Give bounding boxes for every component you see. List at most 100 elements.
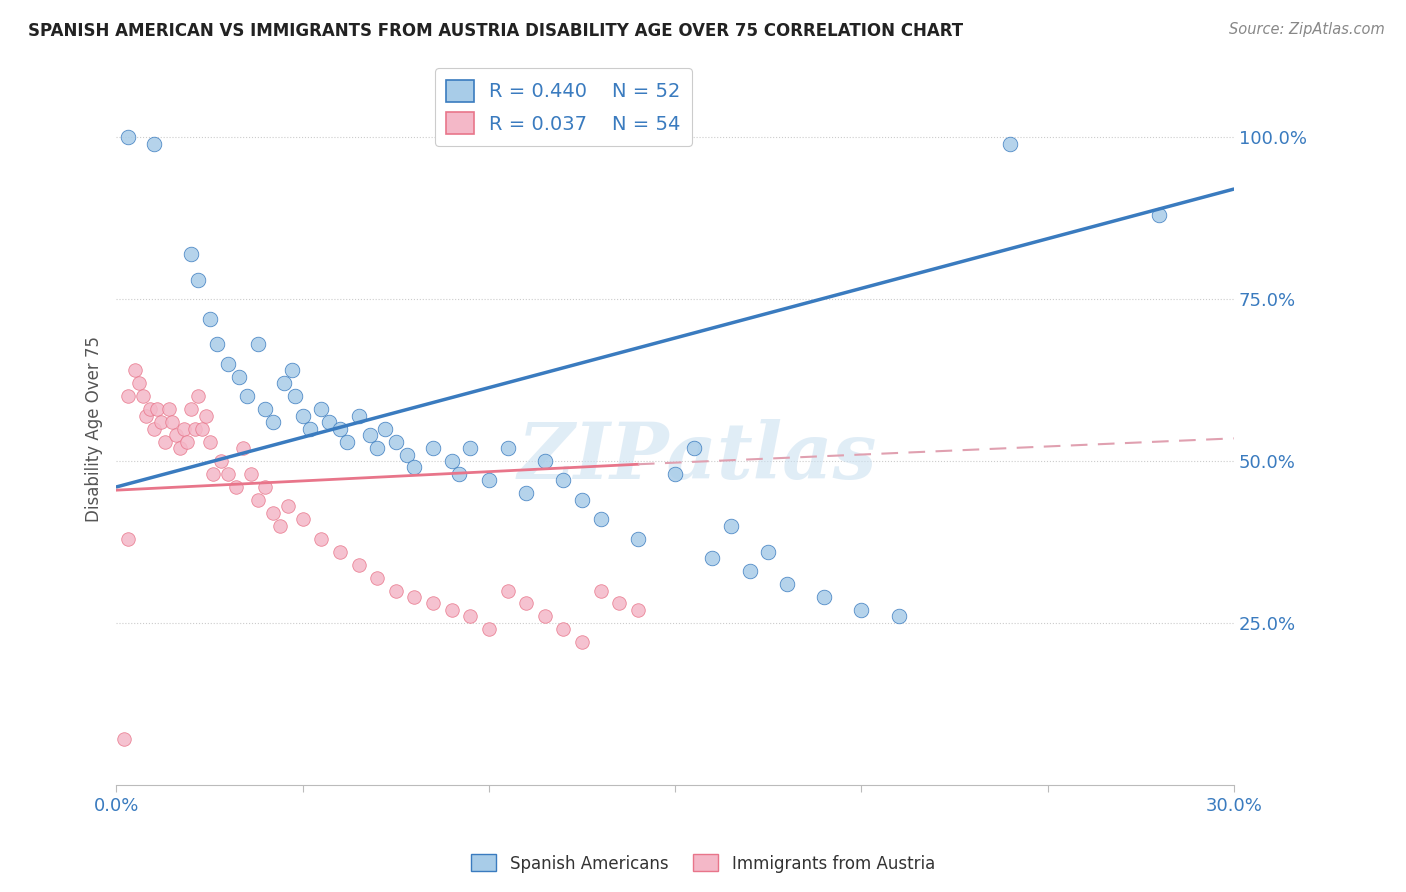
- Point: [239, 467, 262, 481]
- Text: ZIPatlas: ZIPatlas: [517, 419, 877, 495]
- Point: [404, 590, 426, 604]
- Point: [157, 402, 180, 417]
- Point: [385, 434, 408, 449]
- Point: [385, 583, 408, 598]
- Point: [254, 402, 277, 417]
- Point: [183, 422, 205, 436]
- Point: [124, 363, 146, 377]
- Point: [198, 434, 221, 449]
- Point: [458, 609, 481, 624]
- Point: [142, 422, 165, 436]
- Point: [720, 518, 742, 533]
- Point: [217, 357, 239, 371]
- Point: [627, 532, 650, 546]
- Point: [571, 635, 593, 649]
- Point: [202, 467, 225, 481]
- Point: [496, 441, 519, 455]
- Point: [347, 558, 370, 572]
- Y-axis label: Disability Age Over 75: Disability Age Over 75: [86, 335, 103, 522]
- Point: [291, 512, 314, 526]
- Point: [217, 467, 239, 481]
- Point: [887, 609, 910, 624]
- Point: [533, 454, 555, 468]
- Point: [162, 415, 184, 429]
- Point: [311, 532, 333, 546]
- Point: [422, 597, 444, 611]
- Point: [515, 597, 537, 611]
- Point: [228, 369, 250, 384]
- Point: [150, 415, 173, 429]
- Point: [329, 544, 352, 558]
- Point: [180, 402, 202, 417]
- Point: [180, 247, 202, 261]
- Point: [478, 623, 501, 637]
- Legend: R = 0.440    N = 52, R = 0.037    N = 54: R = 0.440 N = 52, R = 0.037 N = 54: [434, 68, 692, 146]
- Legend: Spanish Americans, Immigrants from Austria: Spanish Americans, Immigrants from Austr…: [464, 847, 942, 880]
- Point: [756, 544, 779, 558]
- Point: [318, 415, 340, 429]
- Point: [404, 460, 426, 475]
- Point: [440, 603, 463, 617]
- Point: [262, 506, 284, 520]
- Point: [533, 609, 555, 624]
- Point: [236, 389, 259, 403]
- Text: Source: ZipAtlas.com: Source: ZipAtlas.com: [1229, 22, 1385, 37]
- Point: [198, 311, 221, 326]
- Point: [329, 422, 352, 436]
- Point: [128, 376, 150, 391]
- Point: [176, 434, 198, 449]
- Point: [589, 512, 612, 526]
- Point: [117, 389, 139, 403]
- Point: [139, 402, 162, 417]
- Point: [247, 337, 270, 351]
- Point: [142, 136, 165, 151]
- Point: [1149, 208, 1171, 222]
- Point: [146, 402, 169, 417]
- Point: [153, 434, 176, 449]
- Point: [336, 434, 359, 449]
- Point: [187, 273, 209, 287]
- Point: [440, 454, 463, 468]
- Point: [449, 467, 471, 481]
- Point: [515, 486, 537, 500]
- Point: [374, 422, 396, 436]
- Point: [627, 603, 650, 617]
- Point: [205, 337, 228, 351]
- Point: [738, 564, 761, 578]
- Point: [117, 532, 139, 546]
- Point: [366, 570, 388, 584]
- Point: [131, 389, 153, 403]
- Point: [187, 389, 209, 403]
- Point: [254, 480, 277, 494]
- Point: [273, 376, 295, 391]
- Point: [607, 597, 630, 611]
- Point: [194, 409, 217, 423]
- Point: [589, 583, 612, 598]
- Point: [702, 551, 724, 566]
- Point: [112, 732, 135, 747]
- Point: [347, 409, 370, 423]
- Point: [232, 441, 254, 455]
- Point: [165, 428, 187, 442]
- Point: [117, 130, 139, 145]
- Point: [553, 623, 575, 637]
- Point: [458, 441, 481, 455]
- Point: [359, 428, 381, 442]
- Text: SPANISH AMERICAN VS IMMIGRANTS FROM AUSTRIA DISABILITY AGE OVER 75 CORRELATION C: SPANISH AMERICAN VS IMMIGRANTS FROM AUST…: [28, 22, 963, 40]
- Point: [366, 441, 388, 455]
- Point: [284, 389, 307, 403]
- Point: [277, 500, 299, 514]
- Point: [851, 603, 873, 617]
- Point: [682, 441, 704, 455]
- Point: [173, 422, 195, 436]
- Point: [225, 480, 247, 494]
- Point: [135, 409, 157, 423]
- Point: [269, 518, 291, 533]
- Point: [311, 402, 333, 417]
- Point: [813, 590, 835, 604]
- Point: [209, 454, 232, 468]
- Point: [395, 448, 418, 462]
- Point: [422, 441, 444, 455]
- Point: [169, 441, 191, 455]
- Point: [478, 474, 501, 488]
